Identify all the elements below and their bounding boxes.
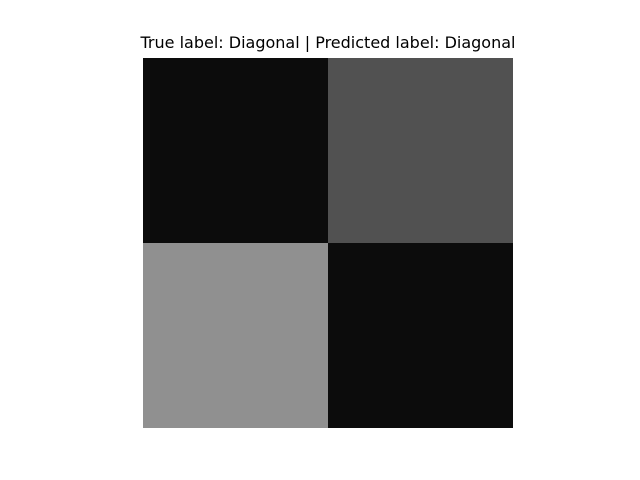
heatmap-cell-r0-c1 xyxy=(328,58,513,243)
heatmap-cell-r0-c0 xyxy=(143,58,328,243)
heatmap-cell-r1-c0 xyxy=(143,243,328,428)
chart-title: True label: Diagonal | Predicted label: … xyxy=(140,33,516,52)
heatmap-cell-r1-c1 xyxy=(328,243,513,428)
